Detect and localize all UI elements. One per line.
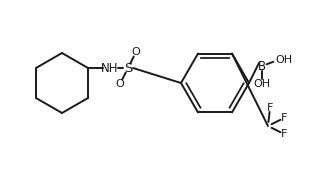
- Text: NH: NH: [101, 62, 119, 75]
- Text: B: B: [258, 59, 266, 72]
- Text: S: S: [124, 62, 132, 75]
- Text: F: F: [281, 113, 287, 123]
- Text: OH: OH: [276, 55, 293, 65]
- Text: OH: OH: [254, 79, 271, 89]
- Text: O: O: [116, 79, 124, 89]
- Text: F: F: [267, 103, 273, 113]
- Text: F: F: [281, 129, 287, 139]
- Text: O: O: [132, 47, 140, 57]
